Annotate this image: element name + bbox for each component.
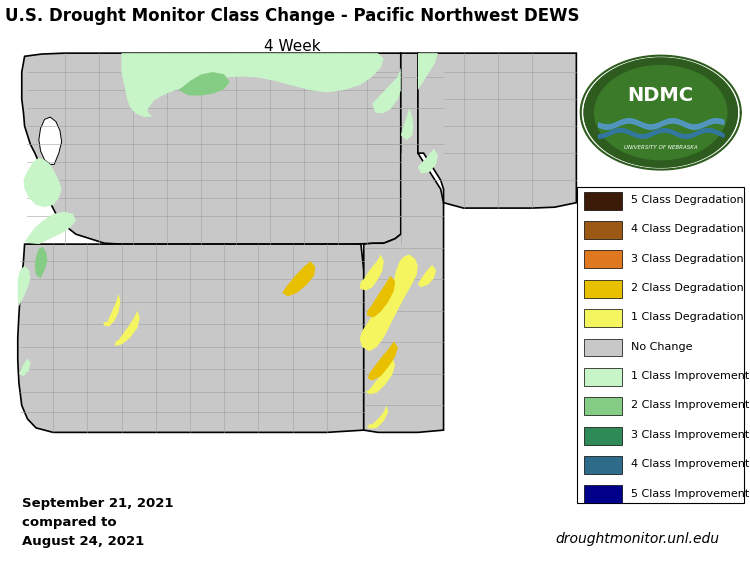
- Polygon shape: [25, 212, 76, 244]
- Text: UNIVERSITY OF NEBRASKA: UNIVERSITY OF NEBRASKA: [624, 145, 698, 150]
- Polygon shape: [367, 405, 388, 429]
- Polygon shape: [122, 53, 384, 117]
- Text: 2 Class Improvement: 2 Class Improvement: [632, 400, 749, 410]
- FancyBboxPatch shape: [578, 187, 744, 503]
- Bar: [584, 309, 622, 327]
- Polygon shape: [19, 358, 30, 376]
- Text: NDMC: NDMC: [628, 86, 694, 105]
- Polygon shape: [365, 357, 395, 394]
- Polygon shape: [418, 53, 576, 208]
- Bar: [584, 485, 622, 503]
- Bar: [584, 280, 622, 298]
- Polygon shape: [364, 53, 443, 432]
- Text: 1 Class Degradation: 1 Class Degradation: [632, 312, 744, 322]
- Bar: [584, 251, 622, 269]
- Polygon shape: [584, 58, 737, 167]
- Polygon shape: [368, 341, 398, 381]
- Polygon shape: [178, 72, 230, 96]
- Text: 1 Class Improvement: 1 Class Improvement: [632, 371, 749, 381]
- Polygon shape: [34, 171, 49, 198]
- Polygon shape: [18, 244, 364, 432]
- Polygon shape: [418, 53, 438, 90]
- Text: 3 Class Improvement: 3 Class Improvement: [632, 430, 749, 440]
- Text: 4 Class Improvement: 4 Class Improvement: [632, 459, 749, 469]
- Text: September 21, 2021
compared to
August 24, 2021: September 21, 2021 compared to August 24…: [22, 497, 174, 548]
- Text: 2 Class Degradation: 2 Class Degradation: [632, 283, 744, 293]
- Bar: [584, 456, 622, 474]
- Polygon shape: [115, 311, 140, 346]
- Polygon shape: [400, 108, 413, 141]
- Polygon shape: [39, 117, 62, 164]
- Bar: [584, 221, 622, 239]
- Text: No Change: No Change: [632, 342, 693, 352]
- Text: droughtmonitor.unl.edu: droughtmonitor.unl.edu: [555, 533, 719, 546]
- Polygon shape: [23, 158, 62, 207]
- Bar: [584, 427, 622, 445]
- Polygon shape: [360, 254, 384, 291]
- Bar: [584, 338, 622, 356]
- Polygon shape: [104, 294, 120, 327]
- Polygon shape: [360, 254, 418, 351]
- Polygon shape: [34, 247, 47, 278]
- Bar: [584, 368, 622, 386]
- Polygon shape: [367, 276, 395, 318]
- Circle shape: [595, 65, 727, 160]
- Polygon shape: [372, 68, 400, 114]
- Text: 4 Class Degradation: 4 Class Degradation: [632, 224, 744, 234]
- Bar: [584, 397, 622, 415]
- Polygon shape: [418, 149, 438, 173]
- Circle shape: [584, 58, 737, 167]
- Polygon shape: [282, 261, 315, 296]
- Text: 4 Week: 4 Week: [264, 39, 321, 53]
- Polygon shape: [18, 266, 30, 306]
- Text: 5 Class Degradation: 5 Class Degradation: [632, 195, 744, 205]
- Polygon shape: [418, 265, 436, 287]
- Bar: [584, 191, 622, 209]
- Text: U.S. Drought Monitor Class Change - Pacific Northwest DEWS: U.S. Drought Monitor Class Change - Paci…: [5, 7, 580, 25]
- Polygon shape: [22, 53, 400, 244]
- Text: 5 Class Improvement: 5 Class Improvement: [632, 489, 749, 499]
- Text: 3 Class Degradation: 3 Class Degradation: [632, 253, 744, 263]
